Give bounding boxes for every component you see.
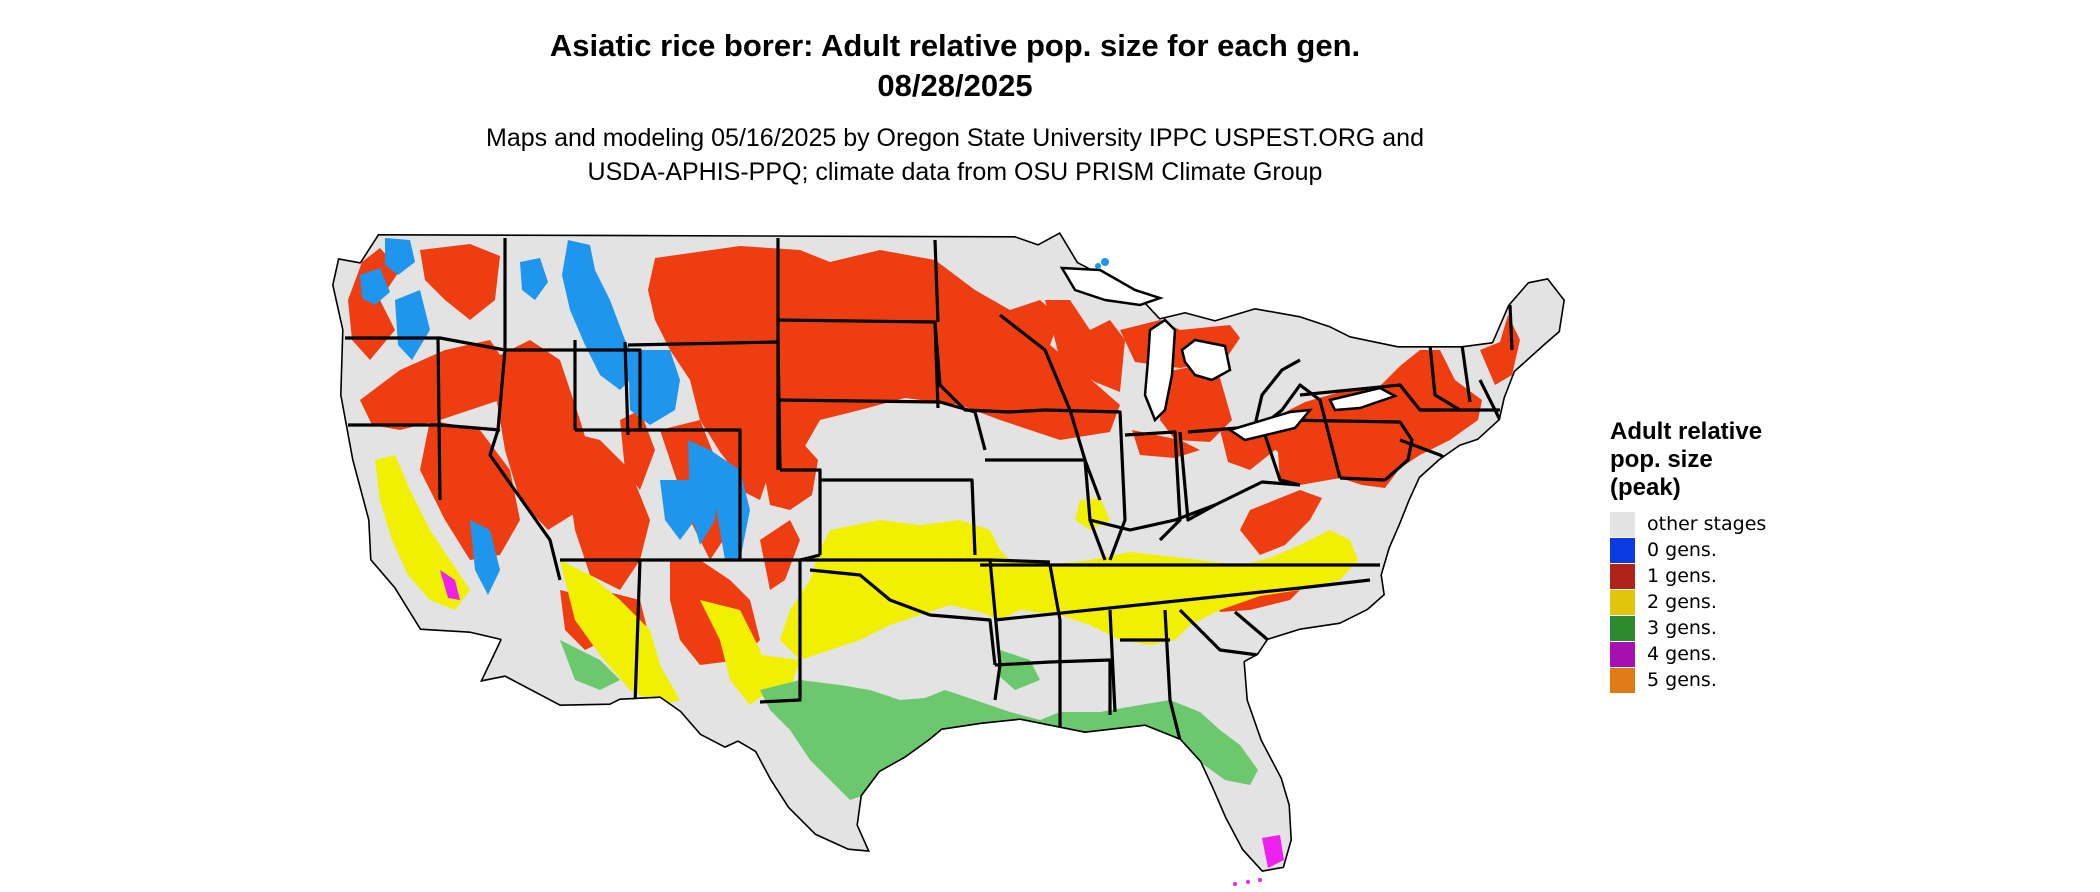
map-subtitle-line2: USDA-APHIS-PPQ; climate data from OSU PR… [587, 158, 1323, 186]
legend-item-1-gens: 1 gens. [1610, 563, 1830, 589]
legend-label: 0 gens. [1647, 539, 1717, 561]
legend-swatch [1610, 537, 1635, 563]
legend-title-line: (peak) [1610, 474, 1681, 501]
legend-label: 3 gens. [1647, 617, 1717, 639]
legend-swatch [1610, 511, 1635, 537]
map-date: 08/28/2025 [877, 68, 1033, 103]
map-title: Asiatic rice borer: Adult relative pop. … [549, 28, 1361, 63]
legend-item-other-stages: other stages [1610, 511, 1830, 537]
legend-swatch [1610, 589, 1635, 615]
map-subtitle-line1: Maps and modeling 05/16/2025 by Oregon S… [486, 124, 1424, 152]
legend: Adult relative pop. size (peak) other st… [1610, 418, 1830, 693]
legend-swatch [1610, 563, 1635, 589]
legend-title-line: Adult relative [1610, 418, 1763, 445]
legend-label: other stages [1647, 513, 1767, 535]
legend-title: Adult relative pop. size (peak) [1610, 418, 1830, 502]
legend-label: 5 gens. [1647, 669, 1717, 691]
legend-title-line: pop. size [1610, 446, 1713, 473]
legend-label: 1 gens. [1647, 565, 1717, 587]
legend-swatch [1610, 615, 1635, 641]
legend-label: 4 gens. [1647, 643, 1717, 665]
legend-item-2-gens: 2 gens. [1610, 589, 1830, 615]
legend-label: 2 gens. [1647, 591, 1717, 613]
legend-item-5-gens: 5 gens. [1610, 667, 1830, 693]
legend-item-3-gens: 3 gens. [1610, 615, 1830, 641]
legend-swatch [1610, 641, 1635, 667]
legend-swatch [1610, 667, 1635, 693]
legend-item-4-gens: 4 gens. [1610, 641, 1830, 667]
legend-item-0-gens: 0 gens. [1610, 537, 1830, 563]
